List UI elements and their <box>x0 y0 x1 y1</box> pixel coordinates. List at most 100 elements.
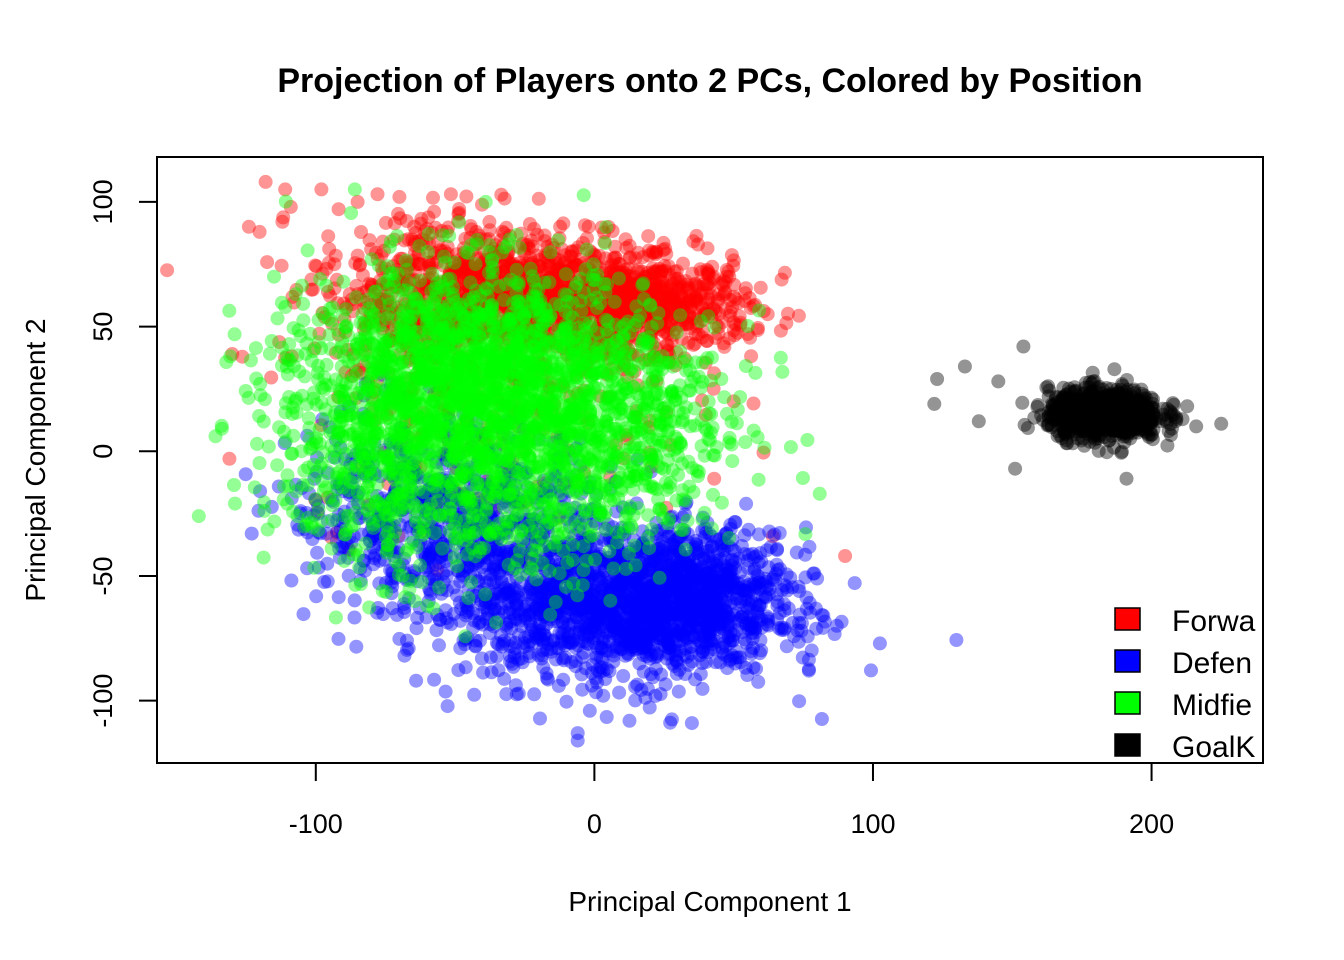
data-point <box>516 283 531 298</box>
data-point <box>669 296 684 311</box>
data-point <box>696 324 711 339</box>
data-point <box>438 305 453 320</box>
data-point <box>651 318 666 333</box>
data-point <box>618 318 633 333</box>
data-point <box>540 266 555 281</box>
data-point <box>664 289 679 304</box>
data-point <box>596 303 611 318</box>
data-point <box>537 326 552 341</box>
data-point <box>556 255 571 270</box>
data-point <box>380 291 394 306</box>
data-point <box>606 276 621 291</box>
data-point <box>432 638 446 653</box>
data-point <box>524 265 539 280</box>
data-point <box>563 309 578 324</box>
data-point <box>601 315 616 330</box>
data-point <box>682 295 697 310</box>
data-point <box>508 281 523 296</box>
data-point <box>504 298 519 313</box>
data-point <box>515 263 530 278</box>
data-point <box>627 278 642 293</box>
data-point <box>408 319 423 334</box>
data-point <box>667 322 682 337</box>
data-point <box>628 314 643 329</box>
data-point <box>446 264 461 279</box>
data-point <box>689 319 704 334</box>
data-point <box>652 631 667 645</box>
data-point <box>479 557 494 572</box>
data-point <box>729 623 744 637</box>
data-point <box>586 299 601 314</box>
data-point <box>649 341 664 356</box>
data-point <box>534 275 549 290</box>
data-point <box>872 636 887 651</box>
data-point <box>558 284 573 299</box>
data-point <box>610 273 625 288</box>
data-point <box>585 343 600 358</box>
data-point <box>453 613 468 628</box>
data-point <box>501 243 516 258</box>
data-point <box>532 306 547 321</box>
data-point <box>530 258 545 273</box>
data-point <box>632 296 647 311</box>
data-point <box>559 307 573 322</box>
data-point <box>485 274 500 289</box>
data-point <box>763 540 778 554</box>
data-point <box>651 289 666 304</box>
data-point <box>449 298 464 313</box>
data-point <box>399 339 414 354</box>
data-point <box>412 256 427 271</box>
data-point <box>679 283 694 297</box>
data-point <box>499 316 513 331</box>
data-point <box>662 307 677 322</box>
data-point <box>720 562 734 577</box>
data-point <box>547 251 562 265</box>
data-point <box>578 300 593 315</box>
data-point <box>727 328 742 343</box>
data-point <box>570 733 585 748</box>
data-point <box>278 182 293 197</box>
data-point <box>701 264 716 279</box>
data-point <box>504 323 519 338</box>
data-point <box>726 253 741 268</box>
data-point <box>467 273 482 288</box>
data-point <box>619 275 634 290</box>
data-point <box>663 301 678 316</box>
data-point <box>798 570 813 585</box>
data-point <box>630 298 645 313</box>
data-point <box>542 289 557 304</box>
data-point <box>627 299 641 314</box>
data-point <box>532 270 547 285</box>
data-point <box>666 585 681 600</box>
data-point <box>550 302 564 317</box>
data-point <box>643 328 658 343</box>
data-point <box>473 269 488 284</box>
data-point <box>621 262 636 276</box>
data-point <box>566 286 581 301</box>
data-point <box>619 336 634 351</box>
data-point <box>728 656 743 671</box>
data-point <box>581 257 596 272</box>
data-point <box>669 280 684 294</box>
data-point <box>667 302 682 317</box>
data-point <box>521 241 536 256</box>
data-point <box>655 305 670 320</box>
data-point <box>601 275 616 290</box>
data-point <box>648 265 663 280</box>
data-point <box>589 322 604 337</box>
data-point <box>706 271 721 286</box>
data-point <box>370 252 385 267</box>
data-point <box>544 293 559 308</box>
data-point <box>550 259 565 274</box>
data-point <box>597 283 611 297</box>
data-point <box>613 296 628 310</box>
data-point <box>514 297 529 312</box>
data-point <box>436 333 451 348</box>
data-point <box>588 270 603 285</box>
data-point <box>502 308 517 323</box>
data-point <box>584 302 599 317</box>
data-point <box>296 607 311 622</box>
data-point <box>523 321 538 336</box>
data-point <box>604 298 619 313</box>
data-point <box>617 266 632 281</box>
